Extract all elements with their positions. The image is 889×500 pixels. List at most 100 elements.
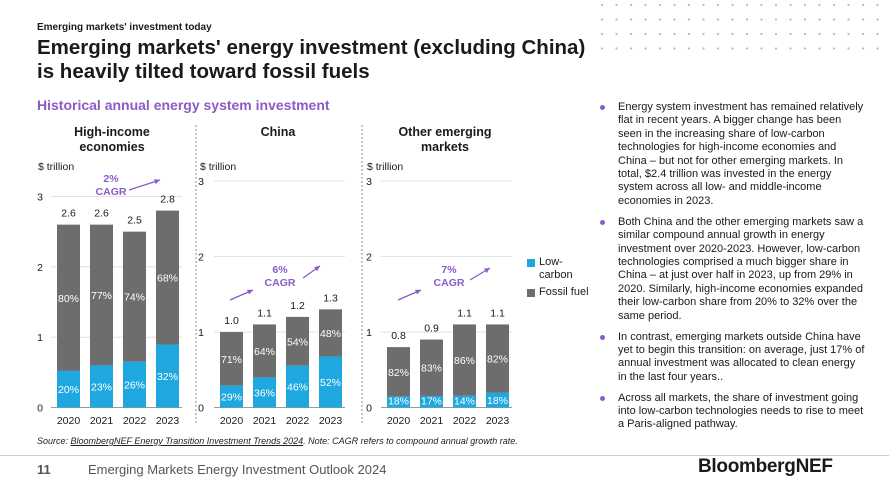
y-axis-label: $ trillion bbox=[200, 161, 236, 173]
y-tick-label: 2 bbox=[198, 252, 204, 264]
legend-label-fossil-fuel: Fossil fuel bbox=[539, 286, 589, 298]
decor-dot bbox=[716, 32, 720, 36]
chart-subtitle: Historical annual energy system investme… bbox=[37, 97, 330, 113]
decor-dot bbox=[731, 3, 734, 7]
decor-dot bbox=[876, 18, 879, 21]
decor-dot bbox=[774, 18, 778, 21]
cagr-label: CAGR bbox=[96, 186, 127, 198]
y-tick-label: 0 bbox=[198, 403, 204, 415]
bar-fossil-fuel bbox=[220, 332, 243, 386]
cagr-arrow bbox=[128, 179, 161, 191]
decor-dot bbox=[615, 47, 618, 50]
x-tick-label: 2022 bbox=[123, 415, 147, 427]
decor-dot bbox=[644, 47, 647, 50]
bar-fossil-fuel bbox=[319, 309, 342, 357]
share-label-fossil-fuel: 86% bbox=[454, 355, 475, 367]
cagr-arrowhead bbox=[484, 268, 490, 274]
bar-low-carbon bbox=[123, 361, 146, 408]
decor-dot bbox=[745, 18, 749, 21]
cagr-label: CAGR bbox=[265, 277, 296, 289]
share-label-low-carbon: 32% bbox=[157, 371, 178, 383]
total-label: 1.1 bbox=[490, 307, 505, 319]
y-tick-label: 3 bbox=[198, 176, 204, 188]
decor-dot bbox=[687, 18, 691, 21]
bar-low-carbon bbox=[453, 395, 476, 408]
decor-dot bbox=[615, 32, 618, 36]
cagr-label: 6% bbox=[272, 264, 288, 276]
decor-dot bbox=[832, 47, 836, 50]
bar-low-carbon bbox=[319, 356, 342, 408]
decor-dot bbox=[658, 18, 662, 21]
decor-dot bbox=[702, 18, 705, 21]
legend-swatch-fossil-fuel bbox=[527, 289, 535, 297]
total-label: 0.8 bbox=[391, 330, 406, 342]
legend-label-low-carbon: Low-carbon bbox=[539, 256, 573, 281]
decor-dot bbox=[615, 3, 618, 7]
x-tick-label: 2023 bbox=[319, 415, 343, 427]
x-tick-label: 2022 bbox=[453, 415, 477, 427]
legend-swatch-low-carbon bbox=[527, 259, 535, 267]
share-label-low-carbon: 17% bbox=[421, 396, 442, 408]
decor-dot bbox=[876, 3, 879, 7]
bar-fossil-fuel bbox=[156, 210, 179, 345]
x-tick-label: 2023 bbox=[486, 415, 510, 427]
decor-dot bbox=[861, 47, 865, 50]
share-label-low-carbon: 20% bbox=[58, 384, 79, 396]
share-label-fossil-fuel: 71% bbox=[221, 354, 242, 366]
total-label: 1.1 bbox=[257, 307, 272, 319]
footer-divider bbox=[0, 455, 889, 456]
y-tick-label: 3 bbox=[37, 192, 43, 204]
decor-dot bbox=[702, 32, 705, 36]
total-label: 2.6 bbox=[94, 208, 109, 220]
footer-title: Emerging Markets Energy Investment Outlo… bbox=[88, 462, 387, 477]
cagr-arrowhead bbox=[314, 266, 320, 272]
x-tick-label: 2021 bbox=[420, 415, 444, 427]
decor-dot bbox=[731, 18, 734, 21]
decor-dot bbox=[861, 3, 865, 7]
decor-dot bbox=[818, 18, 821, 21]
decor-dot bbox=[789, 3, 792, 7]
bar-low-carbon bbox=[420, 395, 443, 408]
share-label-low-carbon: 52% bbox=[320, 377, 341, 389]
decor-dot bbox=[803, 32, 807, 36]
decor-dot bbox=[629, 3, 633, 7]
decor-dot bbox=[745, 47, 749, 50]
decor-dot bbox=[658, 32, 662, 36]
bar-fossil-fuel bbox=[286, 316, 309, 366]
bar-fossil-fuel bbox=[486, 324, 509, 393]
y-tick-label: 3 bbox=[366, 176, 372, 188]
cagr-label: 7% bbox=[441, 264, 457, 276]
source-prefix: Source: bbox=[37, 436, 71, 446]
bar-low-carbon bbox=[156, 344, 179, 408]
decor-dot bbox=[658, 3, 662, 7]
decor-dot bbox=[600, 32, 604, 36]
bullet-item: Energy system investment has remained re… bbox=[600, 101, 865, 208]
share-label-fossil-fuel: 80% bbox=[58, 293, 79, 305]
decor-dot bbox=[716, 3, 720, 7]
decor-dot bbox=[600, 18, 604, 21]
bar-fossil-fuel bbox=[57, 224, 80, 371]
brand-logo: BloombergNEF bbox=[698, 456, 833, 477]
decor-dot bbox=[818, 3, 821, 7]
total-label: 2.5 bbox=[127, 215, 142, 227]
share-label-fossil-fuel: 54% bbox=[287, 336, 308, 348]
share-label-low-carbon: 14% bbox=[454, 396, 475, 408]
decor-dot bbox=[760, 18, 763, 21]
panel-title-china: China bbox=[260, 125, 296, 139]
bar-fossil-fuel bbox=[253, 324, 276, 378]
bar-fossil-fuel bbox=[90, 224, 113, 366]
total-label: 1.3 bbox=[323, 292, 338, 304]
decor-dot bbox=[847, 32, 850, 36]
decor-dot bbox=[774, 3, 778, 7]
source-link[interactable]: BloombergNEF Energy Transition Investmen… bbox=[70, 436, 304, 446]
decor-dot bbox=[731, 47, 734, 50]
cagr-label: 2% bbox=[103, 173, 119, 185]
panel-title-other-em: Other emerging markets bbox=[398, 125, 492, 154]
decor-dot bbox=[731, 32, 734, 36]
kicker: Emerging markets' investment today bbox=[37, 22, 212, 33]
decor-dot bbox=[673, 32, 676, 36]
y-axis-label: $ trillion bbox=[38, 161, 74, 173]
bar-fossil-fuel bbox=[123, 231, 146, 362]
decor-dot bbox=[658, 47, 662, 50]
decor-dot bbox=[673, 18, 676, 21]
